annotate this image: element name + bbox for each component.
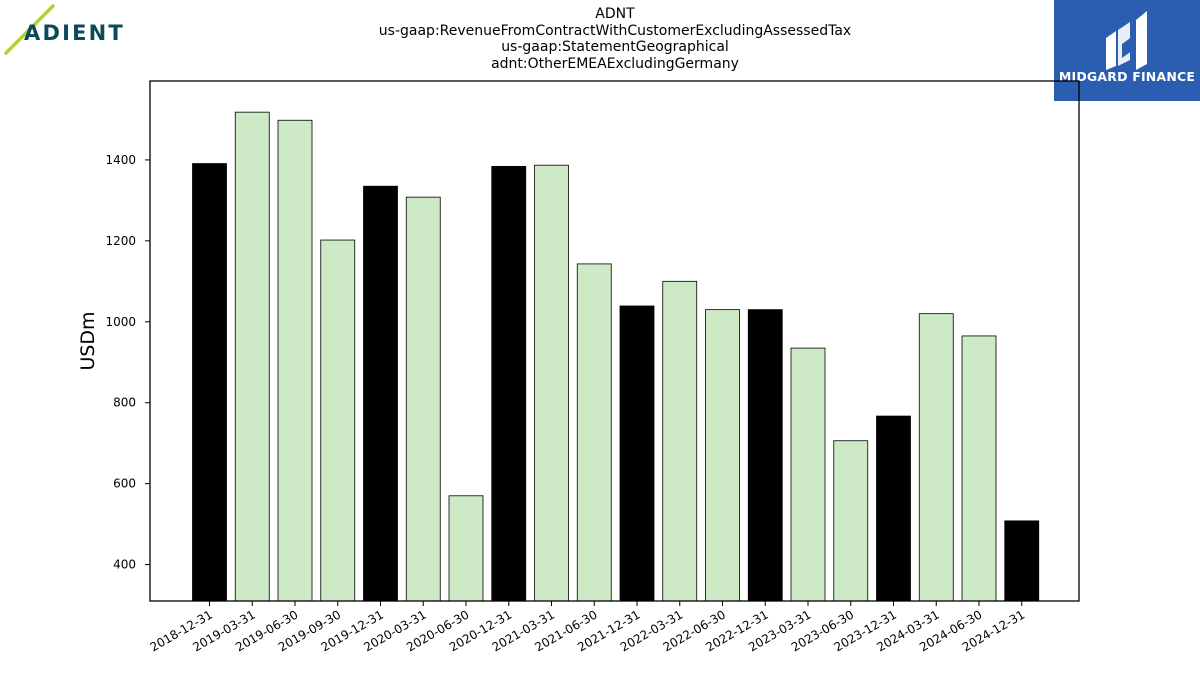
adient-logo-text: ADIENT	[24, 21, 125, 45]
title-line-axis: us-gaap:StatementGeographical	[501, 39, 729, 55]
plot-frame	[149, 80, 1080, 602]
midgard-finance-logo: MIDGARD FINANCE	[1054, 0, 1200, 101]
y-tick-label: 1000	[105, 315, 136, 329]
bar-2023-12-31	[876, 415, 911, 602]
bar-2019-06-30	[277, 119, 313, 602]
bar-2019-12-31	[363, 185, 398, 602]
y-tick-label: 600	[113, 477, 136, 491]
bar-2024-12-31	[1004, 520, 1040, 602]
title-line-member: adnt:OtherEMEAExcludingGermany	[491, 55, 739, 72]
title-line-ticker: ADNT	[595, 6, 635, 22]
bar-2022-03-31	[662, 280, 698, 602]
chart-title: ADNT us-gaap:RevenueFromContractWithCust…	[315, 6, 915, 72]
bar-2021-06-30	[576, 263, 612, 602]
bar-2021-03-31	[534, 164, 569, 602]
bar-2019-09-30	[320, 239, 356, 602]
bar-2022-06-30	[705, 309, 740, 602]
y-tick-label: 800	[113, 396, 136, 410]
bar-2023-03-31	[790, 347, 826, 602]
bar-2020-03-31	[405, 196, 441, 602]
bar-2020-12-31	[491, 165, 527, 602]
title-line-concept: us-gaap:RevenueFromContractWithCustomerE…	[378, 22, 852, 39]
y-axis: 400 600 800 1000 1200 1400	[105, 153, 150, 572]
y-axis-label: USDm	[77, 311, 99, 370]
bars	[192, 111, 1040, 602]
bar-2020-06-30	[448, 495, 484, 602]
y-tick-label: 400	[113, 558, 136, 572]
bar-2019-03-31	[234, 111, 270, 602]
midgard-monogram-icon	[1106, 11, 1147, 70]
bar-2021-12-31	[619, 305, 655, 602]
bar-2023-06-30	[833, 440, 869, 602]
adient-slash-icon	[4, 4, 55, 55]
x-axis: 2018-12-312019-03-312019-06-302019-09-30…	[148, 601, 1027, 654]
bar-2024-03-31	[918, 313, 954, 602]
y-tick-label: 1200	[105, 234, 136, 248]
adient-logo: ADIENT	[4, 4, 136, 56]
bar-2022-12-31	[747, 309, 783, 602]
midgard-logo-text: MIDGARD FINANCE	[1058, 69, 1196, 84]
y-tick-label: 1400	[105, 153, 136, 167]
bar-2024-06-30	[961, 335, 997, 602]
bar-2018-12-31	[192, 163, 227, 602]
